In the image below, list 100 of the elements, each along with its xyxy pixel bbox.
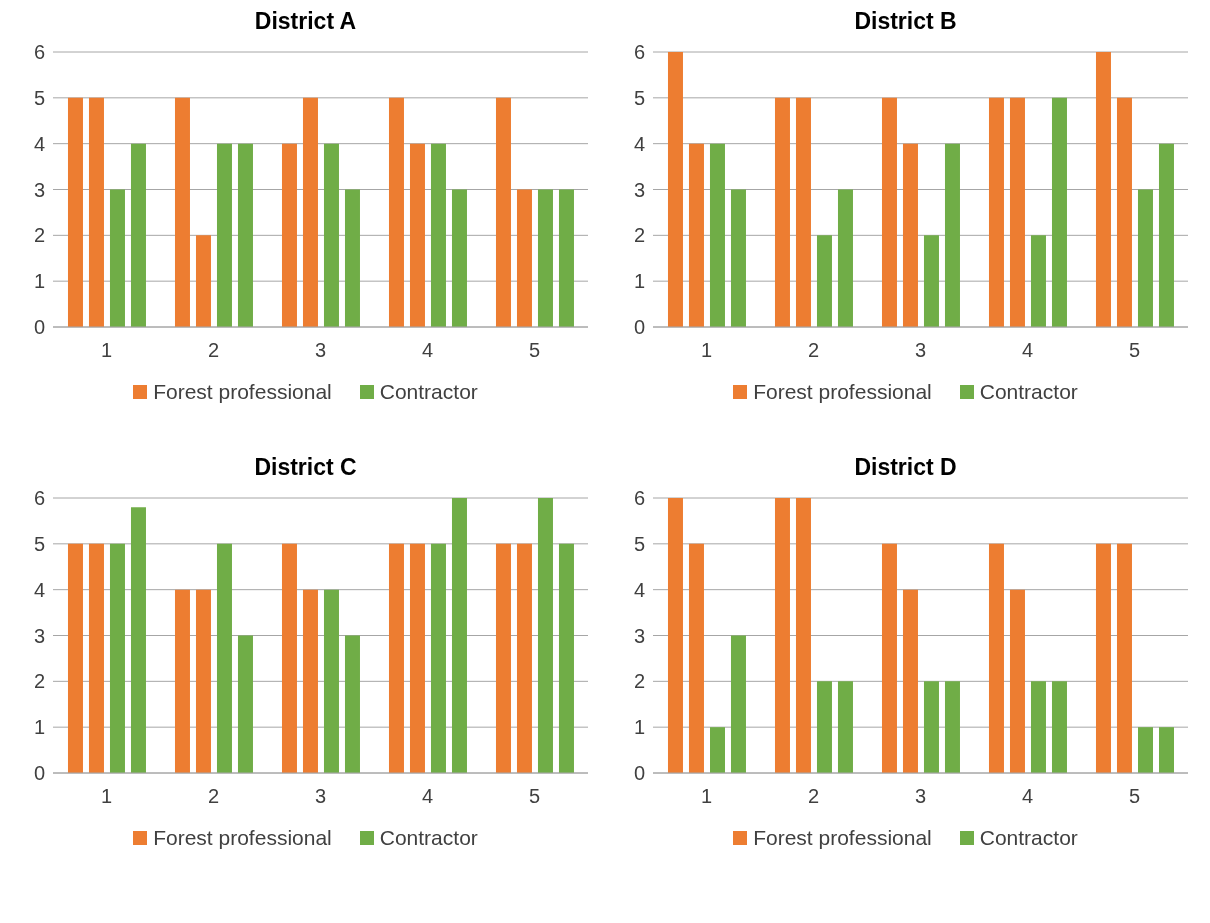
bar	[1051, 97, 1067, 327]
bar	[388, 97, 404, 327]
bar	[816, 681, 832, 773]
legend-label: Forest professional	[153, 380, 332, 404]
bar	[988, 543, 1004, 773]
bar	[688, 143, 704, 327]
chart-title: District D	[853, 454, 958, 482]
bar	[409, 143, 425, 327]
bar	[923, 681, 939, 773]
bar	[430, 543, 446, 773]
y-tick-label: 4	[633, 132, 645, 155]
y-tick-label: 3	[33, 178, 45, 201]
bar	[730, 635, 746, 773]
bar	[174, 97, 190, 327]
bar	[881, 543, 897, 773]
bar	[67, 543, 83, 773]
bar	[323, 589, 339, 773]
bar	[667, 52, 683, 327]
y-tick-label: 5	[33, 86, 45, 109]
y-tick-label: 2	[33, 670, 45, 693]
legend-label: Forest professional	[753, 826, 932, 850]
bar	[237, 143, 253, 327]
bar	[195, 589, 211, 773]
bar	[1030, 235, 1046, 327]
legend-label: Contractor	[379, 826, 478, 850]
y-tick-label: 0	[33, 316, 45, 339]
bar	[1116, 543, 1132, 773]
bar	[302, 589, 318, 773]
bar	[130, 143, 146, 327]
y-tick-label: 1	[33, 716, 45, 739]
bar	[409, 543, 425, 773]
y-tick-label: 2	[633, 224, 645, 247]
bar	[195, 235, 211, 327]
bar	[837, 189, 853, 327]
x-tick-label: 4	[421, 339, 434, 362]
y-tick-label: 3	[633, 624, 645, 647]
x-tick-label: 2	[807, 785, 820, 808]
bar	[1158, 727, 1174, 773]
bar	[237, 635, 253, 773]
bar	[1030, 681, 1046, 773]
bar	[344, 189, 360, 327]
bar	[495, 543, 511, 773]
legend-label: Contractor	[379, 380, 478, 404]
x-tick-label: 5	[528, 785, 541, 808]
bar	[174, 589, 190, 773]
bar	[774, 498, 790, 773]
bar	[774, 97, 790, 327]
bar	[816, 235, 832, 327]
bar	[837, 681, 853, 773]
x-tick-label: 2	[207, 339, 220, 362]
bar	[495, 97, 511, 327]
bar	[558, 543, 574, 773]
y-tick-label: 3	[33, 624, 45, 647]
x-tick-label: 5	[1128, 339, 1141, 362]
y-tick-label: 0	[633, 762, 645, 785]
legend-label: Contractor	[979, 826, 1078, 850]
bar	[88, 543, 104, 773]
bar	[667, 498, 683, 773]
x-tick-label: 3	[314, 339, 327, 362]
bar	[902, 589, 918, 773]
bar	[109, 189, 125, 327]
bar	[88, 97, 104, 327]
x-tick-label: 4	[421, 785, 434, 808]
y-tick-label: 6	[33, 487, 45, 510]
y-tick-label: 4	[33, 132, 45, 155]
y-tick-label: 1	[633, 270, 645, 293]
bar	[216, 143, 232, 327]
x-tick-label: 5	[528, 339, 541, 362]
y-tick-label: 5	[633, 86, 645, 109]
x-tick-label: 4	[1021, 339, 1034, 362]
bar	[709, 727, 725, 773]
bar	[881, 97, 897, 327]
bar	[795, 97, 811, 327]
x-tick-label: 1	[700, 785, 713, 808]
bar	[1095, 543, 1111, 773]
y-tick-label: 5	[633, 532, 645, 555]
x-tick-label: 1	[100, 785, 113, 808]
y-tick-label: 6	[633, 487, 645, 510]
y-tick-label: 1	[33, 270, 45, 293]
bar	[988, 97, 1004, 327]
bar	[516, 189, 532, 327]
bar	[130, 507, 146, 773]
bar	[1009, 97, 1025, 327]
bar	[344, 635, 360, 773]
bar	[923, 235, 939, 327]
bar	[730, 189, 746, 327]
y-tick-label: 6	[633, 41, 645, 64]
y-tick-label: 2	[633, 670, 645, 693]
chart-title: District B	[853, 8, 958, 36]
legend-label: Forest professional	[753, 380, 932, 404]
y-tick-label: 0	[633, 316, 645, 339]
bar	[1137, 189, 1153, 327]
bar	[67, 97, 83, 327]
y-tick-label: 0	[33, 762, 45, 785]
x-tick-label: 2	[207, 785, 220, 808]
bar	[281, 143, 297, 327]
x-tick-label: 5	[1128, 785, 1141, 808]
x-tick-label: 3	[914, 785, 927, 808]
bar	[1009, 589, 1025, 773]
chart-title: District C	[253, 454, 358, 482]
